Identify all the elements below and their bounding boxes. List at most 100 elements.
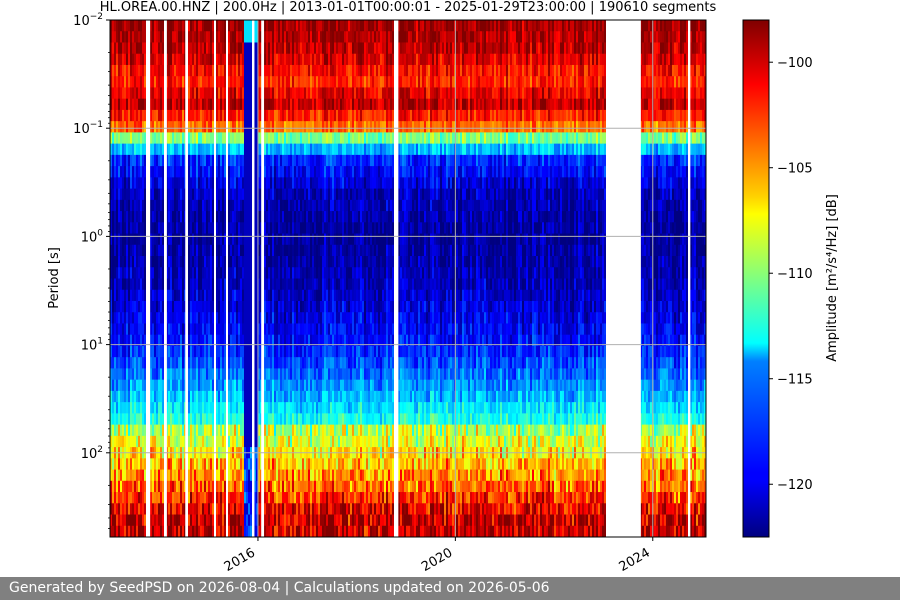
psd-cell [172,480,174,493]
psd-cell [304,42,306,55]
psd-cell [232,514,234,527]
psd-cell [238,379,240,392]
psd-cell [124,121,126,133]
psd-cell [274,256,276,268]
psd-cell [176,211,178,223]
psd-cell [268,357,270,369]
psd-cell [260,233,262,246]
psd-cell [242,188,244,201]
psd-cell [142,300,144,313]
psd-cell [160,42,162,55]
psd-cell [110,64,112,77]
psd-cell [110,98,112,111]
psd-cell [260,211,262,223]
psd-cell [264,177,266,190]
psd-cell [276,222,278,235]
psd-cell [110,222,112,235]
psd-cell [286,109,288,122]
psd-cell [202,503,204,516]
psd-cell [192,154,194,167]
psd-cell [136,435,138,448]
psd-cell [290,76,292,88]
psd-cell [178,199,180,212]
psd-cell [120,514,122,527]
psd-cell [310,222,312,235]
psd-cell [330,492,332,504]
psd-cell [132,402,134,414]
psd-cell [178,402,180,414]
psd-cell [138,132,140,145]
psd-cell [316,143,318,156]
psd-cell [138,256,140,268]
psd-cell [140,503,142,516]
psd-cell [282,492,284,504]
psd-cell [192,267,194,279]
psd-cell [130,233,132,246]
psd-cell [268,199,270,212]
psd-cell [188,424,190,437]
psd-cell [122,76,124,88]
psd-cell [328,211,330,223]
psd-cell [260,244,262,257]
psd-cell [218,480,220,493]
psd-cell [304,109,306,122]
psd-cell [220,188,222,201]
psd-cell [180,222,182,235]
psd-cell [126,503,128,516]
psd-cell [292,458,294,471]
psd-cell [330,199,332,212]
psd-cell [276,458,278,471]
psd-cell [316,514,318,527]
psd-cell [294,244,296,257]
psd-cell [216,469,218,482]
psd-cell [228,166,230,178]
psd-cell [240,222,242,235]
psd-cell [300,514,302,527]
psd-cell [316,199,318,212]
psd-cell [128,31,130,43]
psd-cell [222,76,224,88]
psd-cell [232,334,234,347]
psd-cell [184,334,186,347]
psd-cell [238,480,240,493]
psd-cell [162,289,164,302]
psd-cell [190,312,192,324]
psd-cell [142,233,144,246]
psd-cell [232,154,234,167]
psd-cell [220,368,222,381]
psd-cell [202,413,204,426]
psd-cell [342,312,344,324]
psd-cell [218,525,220,537]
psd-cell [170,121,172,133]
psd-cell [122,211,124,223]
psd-cell [182,402,184,414]
psd-cell [332,211,334,223]
psd-cell [228,312,230,324]
psd-cell [140,435,142,448]
psd-cell [168,390,170,403]
psd-cell [304,121,306,133]
psd-cell [200,480,202,493]
psd-cell [306,300,308,313]
psd-cell [242,121,244,133]
psd-cell [150,188,152,201]
psd-cell [232,267,234,279]
psd-cell [330,20,332,32]
psd-cell [114,525,116,537]
psd-cell [248,166,250,178]
psd-cell [292,166,294,178]
psd-cell [318,323,320,336]
psd-cell [182,357,184,369]
psd-cell [282,300,284,313]
psd-cell [302,379,304,392]
psd-cell [170,256,172,268]
psd-cell [260,121,262,133]
psd-cell [200,413,202,426]
psd-cell [328,87,330,100]
psd-cell [192,64,194,77]
psd-cell [232,199,234,212]
psd-cell [128,222,130,235]
psd-cell [170,64,172,77]
psd-cell [340,53,342,66]
psd-cell [178,300,180,313]
